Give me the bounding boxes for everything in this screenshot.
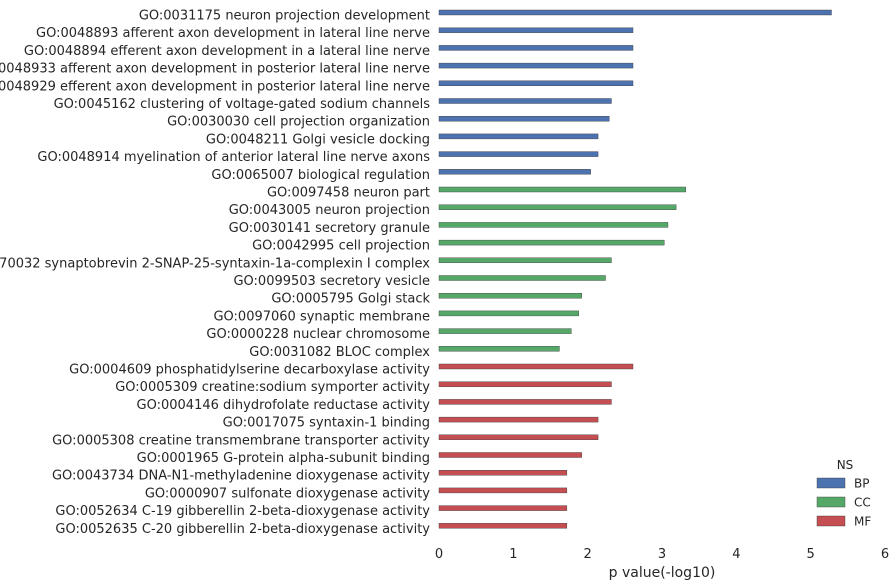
bar-bp	[438, 169, 591, 175]
legend-label: BP	[854, 477, 869, 491]
legend-label: MF	[854, 515, 871, 529]
bar-mf	[438, 381, 612, 387]
x-tick-label: 4	[732, 547, 740, 562]
category-label: GO:0097060 synaptic membrane	[213, 309, 430, 324]
category-label: GO:0000907 sulfonate dioxygenase activit…	[145, 486, 430, 501]
legend-label: CC	[854, 496, 871, 510]
category-label: GO:0005309 creatine:sodium symporter act…	[115, 380, 430, 395]
x-tick-label: 1	[509, 547, 517, 562]
bar-mf	[438, 487, 568, 494]
legend-swatch-cc	[816, 496, 846, 508]
category-label: GO:0048914 myelination of anterior later…	[37, 150, 430, 165]
legend-swatch-bp	[816, 477, 846, 489]
bar-bp	[438, 151, 599, 157]
bar-bp	[438, 133, 599, 140]
category-label: GO:0042995 cell projection	[252, 239, 430, 254]
bar-cc	[438, 310, 579, 317]
bar-cc	[438, 204, 677, 210]
bar-cc	[438, 222, 669, 228]
category-label: GO:0031175 neuron projection development	[139, 9, 430, 24]
bar-bp	[438, 98, 612, 104]
legend: NS BP CC MF	[816, 458, 871, 529]
legend-swatch-mf	[816, 515, 846, 527]
category-label: GO:0001965 G-protein alpha-subunit bindi…	[137, 451, 430, 466]
bars	[438, 9, 832, 529]
category-label: GO:0097458 neuron part	[267, 186, 430, 201]
bar-bp	[438, 62, 634, 69]
category-label: GO:0030030 cell projection organization	[167, 115, 430, 130]
category-label: GO:0043005 neuron projection	[229, 203, 430, 218]
category-label: GO:0017075 syntaxin-1 binding	[223, 416, 430, 431]
bar-bp	[438, 9, 832, 16]
bar-mf	[438, 434, 599, 440]
category-label: GO:0052635 C-20 gibberellin 2-beta-dioxy…	[55, 522, 430, 537]
category-label: GO:0048929 efferent axon development in …	[0, 79, 430, 94]
category-label: GO:0005795 Golgi stack	[271, 292, 430, 307]
bar-cc	[438, 293, 582, 299]
x-tick-label: 3	[658, 547, 666, 562]
x-axis-label: p value(-log10)	[609, 565, 716, 581]
category-label: GO:0052634 C-19 gibberellin 2-beta-dioxy…	[55, 504, 430, 519]
bar-mf	[438, 505, 568, 511]
category-label: GO:0004609 phosphatidylserine decarboxyl…	[69, 363, 430, 378]
bar-cc	[438, 239, 665, 246]
bar-cc	[438, 257, 612, 263]
category-label: GO:0030141 secretory granule	[229, 221, 430, 236]
category-label: GO:0065007 biological regulation	[211, 168, 430, 183]
bar-bp	[438, 45, 634, 51]
bar-cc	[438, 186, 686, 193]
category-label: GO:0070032 synaptobrevin 2-SNAP-25-synta…	[0, 256, 430, 271]
category-label: GO:0048894 efferent axon development in …	[24, 44, 430, 59]
category-label: GO:0043734 DNA-N1-methyladenine dioxygen…	[52, 469, 430, 484]
legend-title: NS	[837, 458, 854, 472]
bar-cc	[438, 328, 572, 334]
x-tick-label: 0	[435, 547, 443, 562]
x-tick-label: 5	[807, 547, 815, 562]
bar-cc	[438, 275, 606, 281]
bar-cc	[438, 346, 560, 352]
bar-mf	[438, 470, 568, 476]
category-label: GO:0005308 creatine transmembrane transp…	[52, 433, 430, 448]
bar-bp	[438, 80, 634, 87]
bar-bp	[438, 115, 610, 122]
x-axis: 0 1 2 3 4 5 6	[435, 547, 889, 562]
bar-mf	[438, 363, 634, 370]
category-label: GO:0048211 Golgi vesicle docking	[206, 132, 430, 147]
bar-mf	[438, 523, 568, 529]
bar-mf	[438, 416, 599, 423]
category-label: GO:0031082 BLOC complex	[249, 345, 430, 360]
category-label: GO:0048933 afferent axon development in …	[0, 62, 430, 77]
bar-mf	[438, 399, 612, 405]
category-label: GO:0004146 dihydrofolate reductase activ…	[137, 398, 431, 413]
category-labels: GO:0031175 neuron projection development…	[0, 9, 430, 537]
category-label: GO:0048893 afferent axon development in …	[36, 26, 430, 41]
category-label: GO:0045162 clustering of voltage-gated s…	[54, 97, 431, 112]
bar-mf	[438, 452, 582, 458]
bar-bp	[438, 27, 634, 33]
x-tick-label: 2	[584, 547, 592, 562]
category-label: GO:0000228 nuclear chromosome	[206, 327, 430, 342]
category-label: GO:0099503 secretory vesicle	[233, 274, 430, 289]
x-tick-label: 6	[881, 547, 889, 562]
